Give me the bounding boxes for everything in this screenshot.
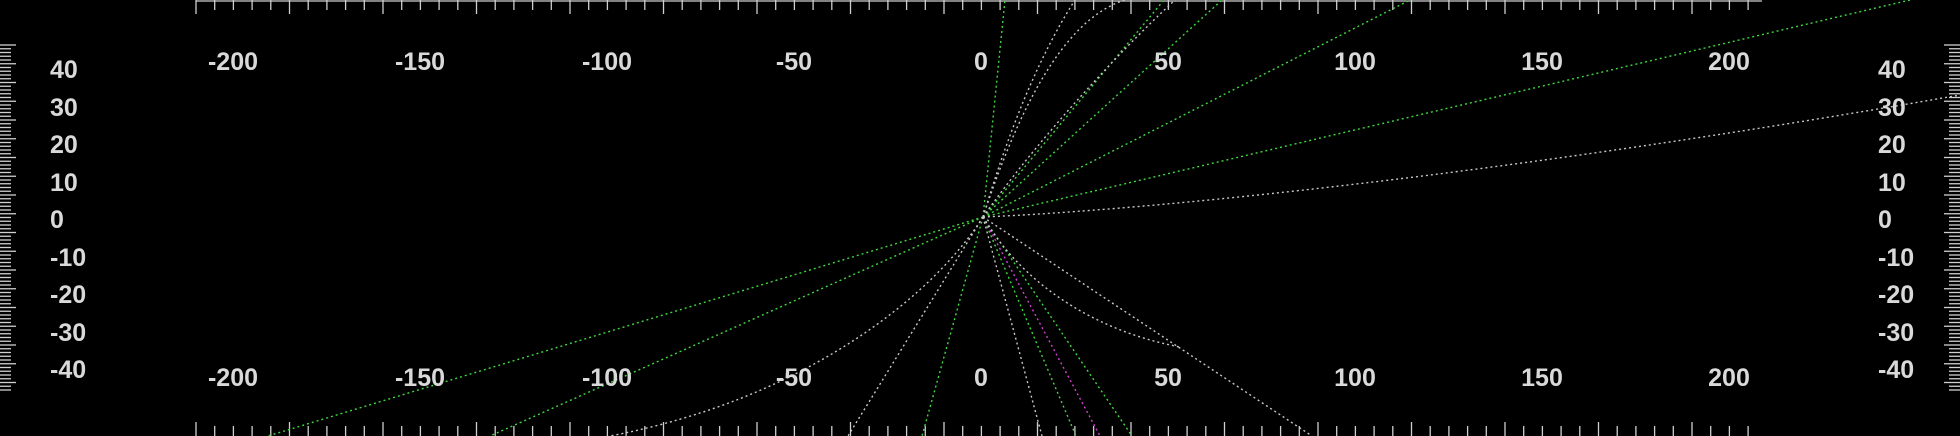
trace-green — [982, 0, 1223, 218]
trace-green — [921, 216, 984, 436]
trace-white — [982, 216, 1313, 436]
y-label-left: -20 — [50, 281, 86, 309]
y-label-left: 30 — [50, 94, 78, 122]
x-label-top: -150 — [395, 48, 445, 76]
trace-green — [489, 216, 984, 436]
x-label-top: 0 — [974, 48, 988, 76]
y-label-right: 40 — [1878, 56, 1906, 84]
y-label-left: 0 — [50, 206, 64, 234]
trace-white-curve — [609, 216, 984, 436]
trace-green — [267, 216, 984, 436]
trace-white — [847, 216, 984, 436]
x-label-bottom: 0 — [974, 364, 988, 392]
x-label-bottom: -50 — [776, 364, 812, 392]
x-label-top: -50 — [776, 48, 812, 76]
axis-labels: -200 -150 -100 -50 0 50 100 150 200 -200… — [50, 48, 1914, 392]
trace-green — [982, 0, 1006, 218]
x-label-top: -200 — [208, 48, 258, 76]
trace-white-curve — [982, 0, 1076, 218]
trace-lines — [267, 0, 1960, 436]
trace-green — [982, 216, 1133, 436]
x-label-top: -100 — [582, 48, 632, 76]
x-label-bottom: 100 — [1334, 364, 1376, 392]
trace-magenta — [982, 216, 1101, 436]
x-label-top: 100 — [1334, 48, 1376, 76]
x-label-bottom: -150 — [395, 364, 445, 392]
y-label-right: 0 — [1878, 206, 1892, 234]
trace-white-curve — [982, 0, 1176, 218]
y-label-left: -30 — [50, 319, 86, 347]
trace-white — [982, 216, 1043, 436]
x-label-bottom: 50 — [1154, 364, 1182, 392]
trace-white-curve — [982, 94, 1960, 218]
x-label-top: 50 — [1154, 48, 1182, 76]
trace-green — [982, 216, 1077, 436]
y-label-left: -10 — [50, 244, 86, 272]
x-label-bottom: -100 — [582, 364, 632, 392]
y-label-right: 20 — [1878, 131, 1906, 159]
x-label-bottom: 150 — [1521, 364, 1563, 392]
x-label-bottom: 200 — [1708, 364, 1750, 392]
y-label-left: 20 — [50, 131, 78, 159]
y-label-right: -40 — [1878, 356, 1914, 384]
trace-green — [982, 0, 1411, 218]
trace-white-curve — [982, 0, 1126, 218]
y-label-right: 10 — [1878, 169, 1906, 197]
y-label-right: -20 — [1878, 281, 1914, 309]
x-label-bottom: -200 — [208, 364, 258, 392]
x-label-top: 150 — [1521, 48, 1563, 76]
trace-green — [982, 0, 1165, 218]
x-label-top: 200 — [1708, 48, 1750, 76]
trace-green — [982, 0, 1911, 218]
y-label-right: -30 — [1878, 319, 1914, 347]
y-label-right: -10 — [1878, 244, 1914, 272]
y-label-left: 10 — [50, 169, 78, 197]
y-label-left: -40 — [50, 356, 86, 384]
y-label-right: 30 — [1878, 94, 1906, 122]
y-label-left: 40 — [50, 56, 78, 84]
